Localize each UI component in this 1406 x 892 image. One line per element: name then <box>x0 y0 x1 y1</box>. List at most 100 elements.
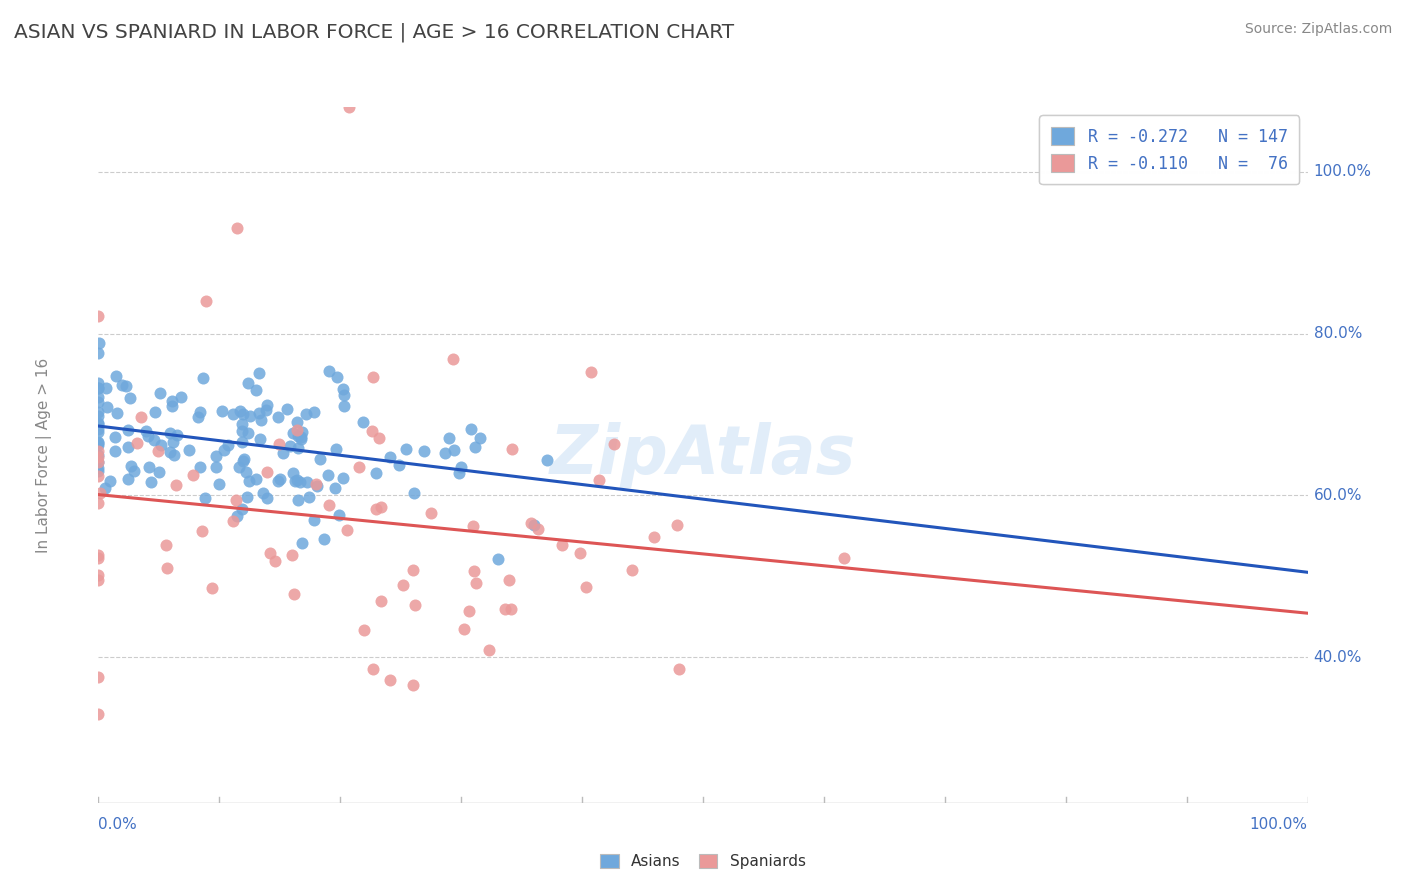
Point <box>104 368 127 383</box>
Point <box>104 430 127 444</box>
Text: In Labor Force | Age > 16: In Labor Force | Age > 16 <box>37 358 52 552</box>
Point <box>337 100 360 114</box>
Point <box>370 500 392 514</box>
Point <box>194 491 217 505</box>
Point <box>236 490 259 504</box>
Text: 80.0%: 80.0% <box>1313 326 1362 341</box>
Point <box>249 433 271 447</box>
Point <box>156 561 179 575</box>
Point <box>267 410 290 425</box>
Point <box>187 409 209 424</box>
Point <box>364 501 387 516</box>
Point <box>87 450 110 465</box>
Point <box>143 405 166 419</box>
Point <box>87 381 110 395</box>
Point <box>551 538 574 552</box>
Point <box>87 448 110 462</box>
Point <box>188 460 211 475</box>
Point <box>380 673 402 687</box>
Point <box>419 506 441 520</box>
Point <box>643 530 665 544</box>
Point <box>129 410 152 425</box>
Point <box>159 426 181 441</box>
Point <box>298 490 321 504</box>
Point <box>378 450 401 465</box>
Point <box>250 413 273 427</box>
Point <box>87 417 110 432</box>
Point <box>191 524 214 538</box>
Point <box>501 602 523 616</box>
Point <box>94 481 117 495</box>
Point <box>231 434 253 449</box>
Point <box>668 662 690 676</box>
Point <box>285 473 308 487</box>
Point <box>118 392 141 406</box>
Point <box>276 401 298 416</box>
Point <box>87 417 110 431</box>
Point <box>568 546 591 560</box>
Point <box>87 381 110 395</box>
Point <box>194 293 217 308</box>
Point <box>395 442 418 457</box>
Point <box>222 514 245 528</box>
Point <box>287 493 309 508</box>
Point <box>211 404 233 418</box>
Point <box>328 508 350 522</box>
Point <box>162 435 184 450</box>
Point <box>136 429 159 443</box>
Point <box>256 398 278 412</box>
Point <box>404 598 426 612</box>
Point <box>284 474 307 488</box>
Point <box>162 394 184 409</box>
Point <box>225 492 247 507</box>
Point <box>433 446 456 460</box>
Point <box>302 405 325 419</box>
Point <box>287 429 309 443</box>
Point <box>170 391 193 405</box>
Point <box>222 407 245 421</box>
Point <box>336 523 359 537</box>
Point <box>236 425 259 440</box>
Point <box>588 473 610 487</box>
Text: 40.0%: 40.0% <box>1313 649 1362 665</box>
Text: ZipAtlas: ZipAtlas <box>550 422 856 488</box>
Point <box>87 551 110 566</box>
Point <box>236 376 259 390</box>
Point <box>332 388 354 402</box>
Point <box>302 513 325 527</box>
Point <box>87 706 110 721</box>
Point <box>122 464 145 478</box>
Point <box>149 386 172 401</box>
Point <box>254 403 277 417</box>
Point <box>87 309 110 323</box>
Point <box>150 438 173 452</box>
Point <box>441 351 464 366</box>
Text: ASIAN VS SPANIARD IN LABOR FORCE | AGE > 16 CORRELATION CHART: ASIAN VS SPANIARD IN LABOR FORCE | AGE >… <box>14 22 734 42</box>
Point <box>290 430 312 444</box>
Point <box>87 394 110 409</box>
Point <box>217 438 239 452</box>
Point <box>402 486 425 500</box>
Point <box>228 403 250 417</box>
Point <box>575 580 598 594</box>
Point <box>87 460 110 475</box>
Point <box>832 551 855 566</box>
Point <box>166 428 188 442</box>
Point <box>87 670 110 684</box>
Point <box>305 478 328 492</box>
Point <box>536 453 558 467</box>
Point <box>288 475 311 489</box>
Point <box>87 468 110 483</box>
Point <box>460 422 482 436</box>
Point <box>256 491 278 505</box>
Point <box>353 623 375 637</box>
Point <box>135 425 157 439</box>
Point <box>361 662 384 676</box>
Point <box>333 400 356 414</box>
Point <box>453 622 475 636</box>
Point <box>439 431 461 445</box>
Point <box>87 405 110 419</box>
Point <box>191 371 214 385</box>
Point <box>163 449 186 463</box>
Point <box>245 472 267 486</box>
